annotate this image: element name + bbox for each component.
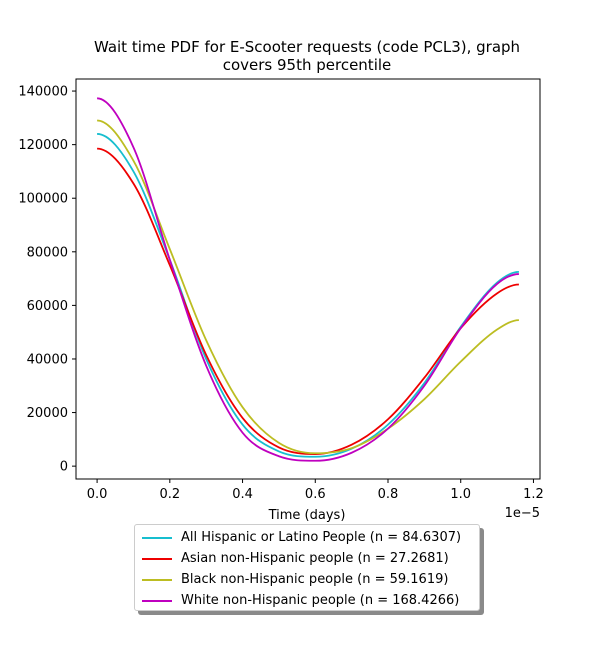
- x-tick-label: 0.6: [305, 487, 326, 502]
- legend-swatch-hispanic: [142, 536, 172, 539]
- x-tick-label: 0.8: [378, 487, 399, 502]
- legend-swatch-white: [142, 599, 172, 602]
- legend-swatch-asian: [142, 557, 172, 560]
- y-tick-label: 60000: [27, 299, 68, 314]
- plot-lines: [96, 97, 519, 462]
- x-tick-label: 1.2: [523, 487, 544, 502]
- legend-swatch-black: [142, 578, 172, 581]
- x-tick-label: 1.0: [450, 487, 471, 502]
- y-tick-label: 80000: [27, 245, 68, 260]
- chart-title-line-1: Wait time PDF for E-Scooter requests (co…: [94, 38, 520, 56]
- chart-title-line-2: covers 95th percentile: [223, 56, 392, 74]
- legend-item: Black non-Hispanic people (n = 59.1619): [142, 569, 479, 590]
- x-tick-label: 0.4: [232, 487, 253, 502]
- legend-item: Asian non-Hispanic people (n = 27.2681): [142, 548, 479, 569]
- y-axis-ticks: 0 20000 40000 60000 80000 100000 120000 140000: [18, 85, 76, 475]
- legend-label: Asian non-Hispanic people (n = 27.2681): [181, 551, 449, 566]
- y-tick-label: 140000: [18, 85, 68, 100]
- legend-item: All Hispanic or Latino People (n = 84.63…: [142, 527, 479, 548]
- legend: All Hispanic or Latino People (n = 84.63…: [134, 524, 480, 611]
- y-tick-label: 100000: [18, 192, 68, 207]
- y-tick-label: 0: [60, 460, 68, 475]
- y-tick-label: 20000: [27, 406, 68, 421]
- y-tick-label: 40000: [27, 352, 68, 367]
- x-tick-label: 0.0: [87, 487, 108, 502]
- x-axis-label: Time (days): [268, 508, 346, 523]
- series-line-1: [96, 147, 519, 455]
- series-line-2: [96, 119, 519, 455]
- x-axis-offset-text: 1e−5: [505, 506, 540, 521]
- plot-area-frame: [75, 78, 541, 480]
- legend-label: White non-Hispanic people (n = 168.4266): [181, 593, 460, 608]
- x-axis-ticks: 0.0 0.2 0.4 0.6 0.8 1.0 1.2: [87, 479, 544, 502]
- x-tick-label: 0.2: [159, 487, 180, 502]
- legend-label: Black non-Hispanic people (n = 59.1619): [181, 572, 449, 587]
- legend-label: All Hispanic or Latino People (n = 84.63…: [181, 530, 462, 545]
- series-line-0: [96, 133, 519, 458]
- y-tick-label: 120000: [18, 138, 68, 153]
- legend-item: White non-Hispanic people (n = 168.4266): [142, 590, 479, 611]
- series-line-3: [96, 97, 519, 462]
